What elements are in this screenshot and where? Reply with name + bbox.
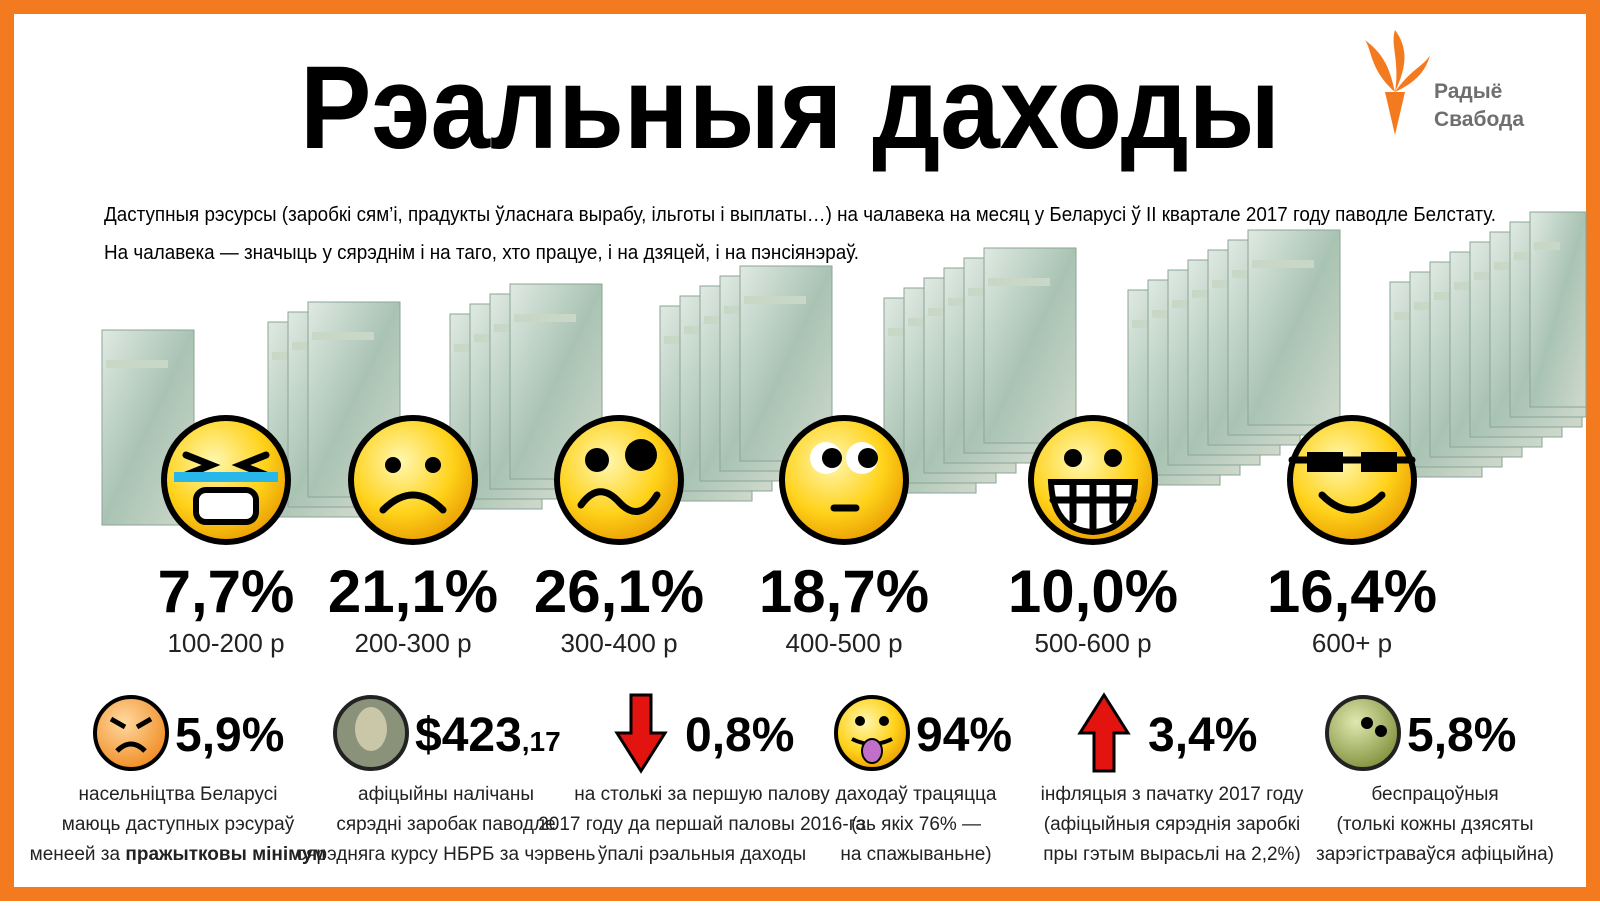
icon-ball bbox=[1325, 695, 1401, 771]
fact-value-main: 3,4% bbox=[1148, 709, 1257, 762]
fact-description: на спажываньне) bbox=[840, 844, 991, 865]
emoji-eye bbox=[425, 457, 441, 473]
fact-description: афіцыйны налічаны bbox=[358, 784, 534, 805]
subtitle: Даступныя рэсурсы (заробкі сям’і, прадук… bbox=[104, 204, 1496, 226]
emoji-tears bbox=[174, 472, 278, 482]
fact-description: (толькі кожны дзясяты bbox=[1336, 814, 1533, 835]
icon-eye bbox=[1375, 725, 1387, 737]
group-range: 300-400 р bbox=[560, 628, 677, 658]
group-percent: 7,7% bbox=[158, 558, 295, 625]
emoji-eye bbox=[858, 448, 878, 468]
fact-description: сярэдняга курсу НБРБ за чэрвень bbox=[297, 844, 596, 865]
emoji-eye bbox=[1064, 449, 1082, 467]
fact-value: 5,8% bbox=[1407, 709, 1516, 762]
fact-description: на столькі за першую палову bbox=[574, 784, 830, 805]
fact-description: зарэгістраваўся афіцыйна) bbox=[1316, 844, 1554, 865]
fact-value: 0,8% bbox=[685, 709, 794, 762]
fact-value-main: 5,9% bbox=[175, 709, 284, 762]
emoji-mouth bbox=[193, 487, 259, 525]
icon-eye bbox=[855, 716, 865, 726]
subtitle: На чалавека — значыць у сярэднім і на та… bbox=[104, 242, 859, 264]
icon-eye bbox=[1361, 717, 1373, 729]
banknote bbox=[1247, 229, 1341, 426]
banknote-band bbox=[1534, 242, 1560, 250]
group-range: 600+ р bbox=[1312, 628, 1392, 658]
banknote-band bbox=[744, 296, 806, 304]
banknote-band bbox=[312, 332, 374, 340]
fact-description: насельніцтва Беларусі bbox=[79, 784, 278, 805]
fact-description: (афіцыйныя сярэднія заробкі bbox=[1044, 814, 1300, 835]
fact-value: $423,17 bbox=[415, 709, 561, 762]
emoji-eye bbox=[1104, 449, 1122, 467]
group-percent: 16,4% bbox=[1267, 558, 1437, 625]
group-percent: 21,1% bbox=[328, 558, 498, 625]
fact-description-bold: пражытковы мінімум bbox=[125, 844, 326, 865]
banknote bbox=[1529, 211, 1587, 408]
fact-description: менеей за пражытковы мінімум bbox=[30, 844, 327, 865]
fact-description: беспрацоўныя bbox=[1371, 784, 1498, 805]
fact-description: пры гэтым вырасьлі на 2,2%) bbox=[1043, 844, 1301, 865]
logo: Радыё Свабода bbox=[1365, 30, 1524, 135]
icon-portrait bbox=[355, 707, 387, 751]
group-range: 500-600 р bbox=[1034, 628, 1151, 658]
emoji-face bbox=[348, 415, 478, 545]
emoji-face bbox=[1287, 415, 1417, 545]
group-range: 200-300 р bbox=[354, 628, 471, 658]
banknote-band bbox=[988, 278, 1050, 286]
group-percent: 10,0% bbox=[1008, 558, 1178, 625]
fact-value: 3,4% bbox=[1148, 709, 1257, 762]
group-range: 400-500 р bbox=[785, 628, 902, 658]
fact-value-small: ,17 bbox=[522, 726, 561, 757]
banknote-band bbox=[106, 360, 168, 368]
group-range: 100-200 р bbox=[167, 628, 284, 658]
emoji-eye bbox=[585, 448, 609, 472]
emoji-feature bbox=[577, 488, 661, 515]
icon-feature bbox=[109, 716, 153, 753]
emoji-feature bbox=[379, 491, 447, 514]
icon-tongue-face bbox=[834, 695, 910, 771]
emoji-feature bbox=[182, 451, 270, 479]
logo-text: Свабода bbox=[1434, 108, 1524, 131]
banknote bbox=[983, 247, 1077, 444]
banknote-band bbox=[1252, 260, 1314, 268]
title: Рэальныя даходы bbox=[300, 42, 1280, 174]
fact-value-main: $423 bbox=[415, 709, 522, 762]
fact-description: даходаў трацяцца bbox=[836, 784, 997, 805]
fact-value: 94% bbox=[916, 709, 1012, 762]
fact-description: сярэдні заробак паводле bbox=[336, 814, 555, 835]
fact-value-main: 5,8% bbox=[1407, 709, 1516, 762]
fact-description: інфляцыя з пачатку 2017 году bbox=[1041, 784, 1304, 805]
icon-tongue bbox=[861, 738, 883, 764]
icon-eye bbox=[879, 716, 889, 726]
emoji-feature bbox=[1288, 456, 1416, 514]
emoji-face bbox=[554, 415, 684, 545]
banknote-band bbox=[514, 314, 576, 322]
icon-arrow-down bbox=[614, 693, 668, 774]
group-percent: 26,1% bbox=[534, 558, 704, 625]
fact-value-main: 94% bbox=[916, 709, 1012, 762]
emoji-feature bbox=[1049, 480, 1137, 534]
icon-angry bbox=[93, 695, 169, 771]
icon-arrow-up bbox=[1077, 692, 1131, 773]
fact-description-part: менеей за bbox=[30, 844, 126, 865]
emoji-eye bbox=[385, 457, 401, 473]
group-percent: 18,7% bbox=[759, 558, 929, 625]
fact-description: 2017 году да першай паловы 2016-га bbox=[538, 814, 866, 835]
fact-description: маюць даступных рэсураў bbox=[62, 814, 295, 835]
fact-value: 5,9% bbox=[175, 709, 284, 762]
emoji-eye bbox=[822, 448, 842, 468]
fact-value-main: 0,8% bbox=[685, 709, 794, 762]
fact-description: (зь якіх 76% — bbox=[851, 814, 981, 835]
fact-description: ўпалі рэальныя даходы bbox=[598, 844, 806, 865]
emoji-eye bbox=[625, 439, 657, 471]
logo-text: Радыё bbox=[1434, 80, 1502, 103]
emoji-face bbox=[779, 415, 909, 545]
